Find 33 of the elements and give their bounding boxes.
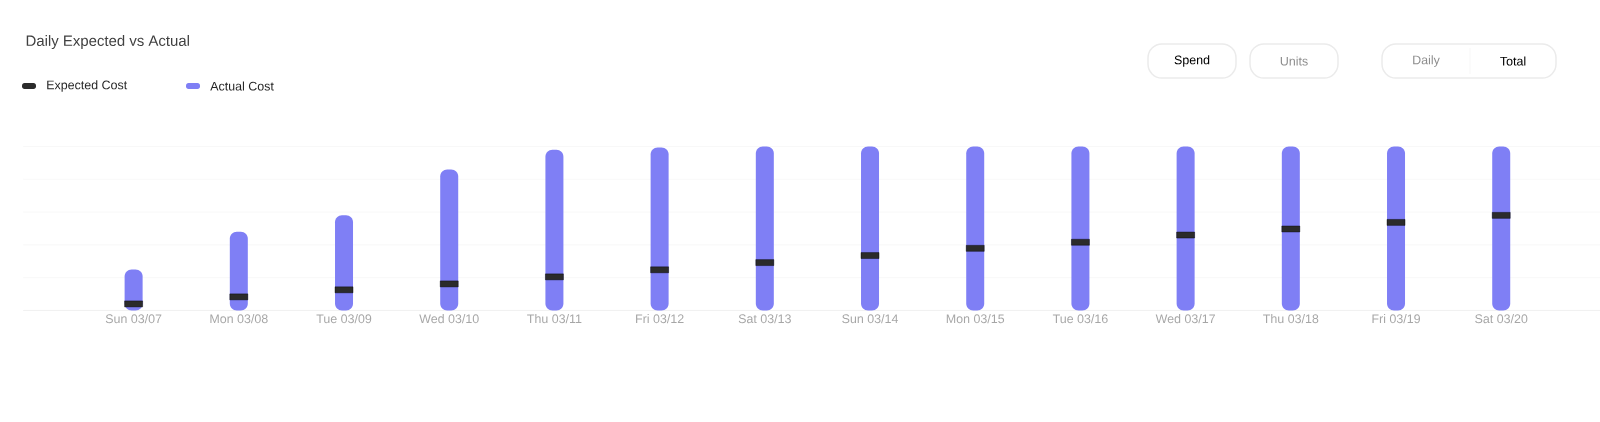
x-tick-label: Fri 03/12: [636, 313, 684, 324]
x-tick-label: Thu 03/18: [1263, 313, 1319, 324]
x-tick-label: Sun 03/14: [842, 313, 899, 324]
bar: [650, 147, 669, 311]
bar: [1071, 146, 1090, 311]
bar: [545, 149, 564, 311]
legend-label: Actual Cost: [210, 81, 274, 91]
text: Daily: [1413, 55, 1440, 67]
bar: [861, 146, 880, 311]
x-tick-label: Sat 03/13: [738, 313, 791, 324]
x-tick-label: Tue 03/16: [1052, 313, 1108, 324]
x-tick-label: Tue 03/09: [316, 313, 372, 324]
text: Spend: [1174, 55, 1210, 67]
bar: [755, 146, 774, 311]
bar: [1387, 146, 1406, 311]
bar: [966, 146, 985, 311]
bar: [440, 169, 459, 311]
bar: [335, 215, 354, 311]
x-tick-label: Mon 03/08: [210, 313, 268, 324]
x-tick-label: Sun 03/07: [105, 313, 162, 324]
x-tick-label: Fri 03/19: [1372, 313, 1420, 324]
bar: [1492, 146, 1511, 311]
x-tick-label: Mon 03/15: [946, 313, 1005, 324]
bar: [1176, 146, 1195, 311]
text: Units: [1280, 56, 1308, 66]
chart-title: Daily Expected vs Actual: [26, 35, 189, 49]
bar: [1281, 146, 1300, 311]
legend-label: Expected Cost: [47, 80, 128, 92]
x-tick-label: Thu 03/11: [527, 313, 582, 324]
x-tick-label: Wed 03/17: [1155, 313, 1215, 324]
x-tick-label: Wed 03/10: [419, 313, 479, 324]
text: Total: [1500, 56, 1526, 66]
x-tick-label: Sat 03/20: [1475, 313, 1528, 324]
